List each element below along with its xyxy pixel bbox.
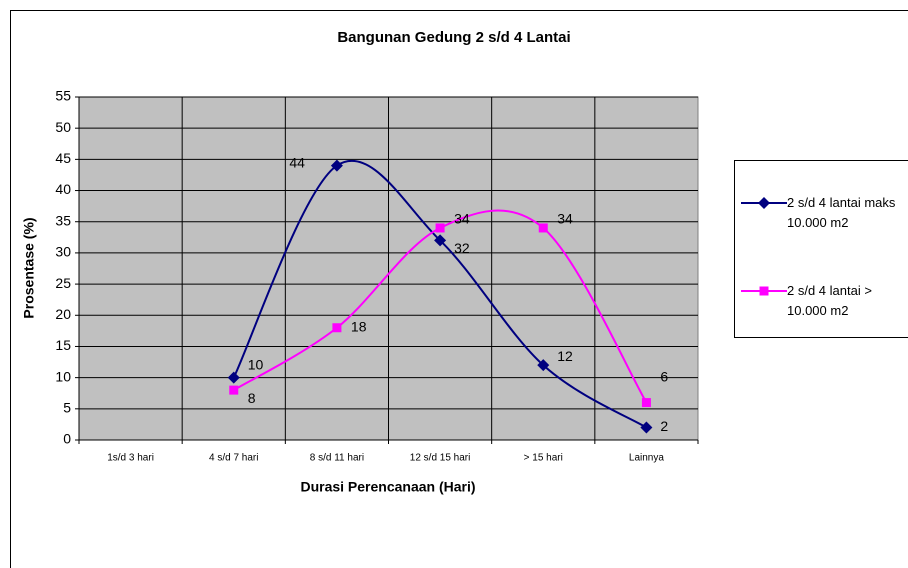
- marker: [435, 223, 445, 233]
- x-tick-label: Lainnya: [629, 453, 664, 464]
- legend-label: 2 s/d 4 lantai maks 10.000 m2: [787, 195, 896, 230]
- legend-marker: [759, 286, 769, 296]
- x-tick-label: > 15 hari: [524, 453, 563, 464]
- legend-label: 2 s/d 4 lantai > 10.000 m2: [787, 283, 872, 318]
- legend-marker: [758, 197, 770, 209]
- y-tick-label: 25: [55, 275, 71, 291]
- x-tick-label: 12 s/d 15 hari: [410, 453, 471, 464]
- y-tick-label: 50: [55, 119, 71, 135]
- marker: [434, 234, 447, 247]
- legend: 2 s/d 4 lantai maks 10.000 m2 2 s/d 4 lan…: [734, 160, 908, 338]
- y-axis-label: Prosentase (%): [21, 217, 37, 318]
- data-label: 34: [557, 211, 573, 227]
- marker: [227, 371, 240, 384]
- marker: [640, 421, 653, 434]
- y-tick-label: 10: [55, 368, 71, 384]
- x-tick-label: 8 s/d 11 hari: [310, 453, 364, 464]
- y-tick-label: 45: [55, 150, 71, 166]
- marker: [538, 223, 548, 233]
- y-tick-label: 5: [63, 400, 71, 416]
- data-label: 32: [454, 240, 470, 256]
- data-label: 34: [454, 211, 470, 227]
- marker: [537, 359, 550, 372]
- marker: [641, 398, 651, 408]
- legend-swatch: [741, 197, 787, 209]
- x-axis-label: Durasi Perencanaan (Hari): [300, 479, 475, 495]
- data-label: 12: [557, 348, 573, 364]
- y-tick-label: 55: [55, 88, 71, 104]
- marker: [332, 323, 342, 333]
- data-label: 18: [351, 318, 367, 334]
- data-label: 2: [660, 418, 668, 434]
- data-label: 6: [660, 368, 668, 384]
- y-tick-label: 40: [55, 181, 71, 197]
- y-tick-label: 0: [63, 431, 71, 447]
- x-tick-label: 1s/d 3 hari: [107, 453, 154, 464]
- y-tick-label: 20: [55, 306, 71, 322]
- marker: [229, 385, 239, 395]
- y-tick-label: 15: [55, 337, 71, 353]
- marker: [330, 159, 343, 172]
- data-label: 10: [248, 356, 264, 372]
- data-label: 8: [248, 390, 256, 406]
- y-tick-label: 30: [55, 244, 71, 260]
- data-label: 44: [289, 154, 305, 170]
- x-tick-label: 4 s/d 7 hari: [209, 453, 258, 464]
- chart-title: Bangunan Gedung 2 s/d 4 Lantai: [337, 29, 570, 46]
- y-tick-label: 35: [55, 212, 71, 228]
- legend-swatch: [741, 286, 787, 296]
